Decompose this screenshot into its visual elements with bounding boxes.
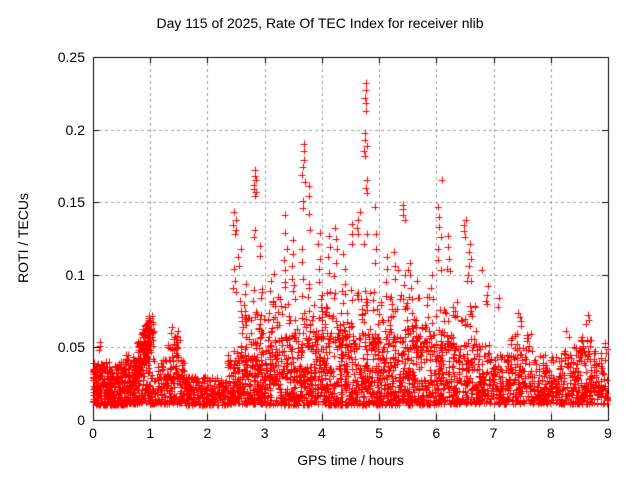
x-tick-label: 2 (203, 425, 212, 441)
x-tick-label: 1 (146, 425, 155, 441)
x-tick-label: 3 (260, 425, 269, 441)
y-tick-label: 0 (77, 412, 85, 428)
y-tick-label: 0.05 (57, 339, 85, 356)
chart-title: Day 115 of 2025, Rate Of TEC Index for r… (156, 15, 484, 31)
x-tick-label: 6 (432, 425, 441, 441)
y-tick-label: 0.2 (65, 121, 85, 138)
x-tick-label: 7 (489, 425, 498, 441)
x-tick-label: 5 (375, 425, 384, 441)
x-tick-label: 9 (604, 425, 612, 441)
x-axis-title: GPS time / hours (297, 452, 404, 468)
y-tick-label: 0.1 (65, 266, 85, 283)
x-tick-label: 8 (546, 425, 555, 441)
y-axis-title-text: ROTI / TECUs (15, 193, 31, 283)
x-tick-label: 4 (317, 425, 326, 441)
y-tick-label: 0.15 (57, 194, 85, 211)
x-tick-label: 0 (89, 425, 97, 441)
y-tick-label: 0.25 (57, 49, 85, 65)
